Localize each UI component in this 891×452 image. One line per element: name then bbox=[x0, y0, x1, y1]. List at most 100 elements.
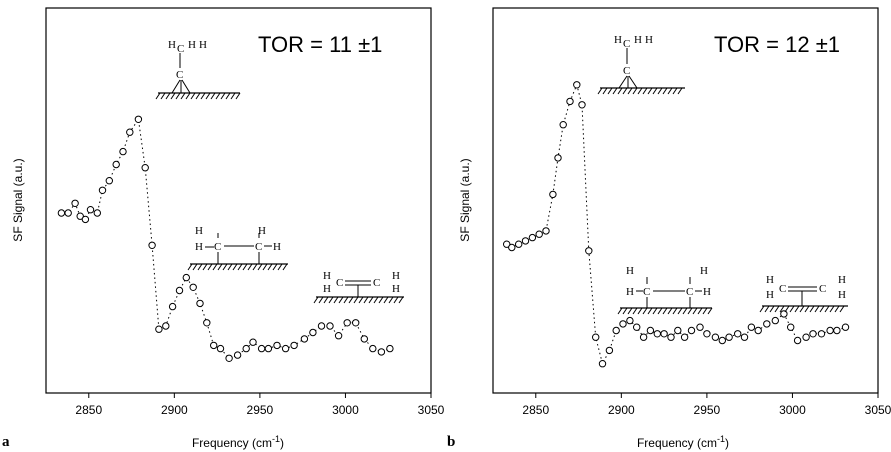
surface-hatch bbox=[202, 263, 208, 271]
data-point bbox=[566, 97, 574, 106]
surface-hatch bbox=[225, 92, 231, 100]
data-point bbox=[612, 326, 620, 335]
y-axis-label: SF Signal (a.u.) bbox=[458, 158, 472, 241]
surface-hatch bbox=[774, 305, 780, 313]
tor-annotation: TOR = 11 ±1 bbox=[258, 32, 382, 57]
surface-hatch bbox=[662, 307, 668, 315]
surface-hatch bbox=[672, 87, 678, 95]
x-ticks: 2850 2900 2950 3000 3050 bbox=[522, 393, 891, 417]
surface-hatch bbox=[247, 263, 253, 271]
data-point bbox=[508, 243, 516, 252]
data-point bbox=[573, 81, 581, 89]
surface-hatch bbox=[667, 87, 673, 95]
surface-hatch bbox=[323, 296, 329, 304]
surface-hatch bbox=[165, 92, 171, 100]
surface-hatch bbox=[235, 92, 241, 100]
data-point bbox=[210, 341, 218, 350]
data-point bbox=[126, 128, 134, 136]
svg-text:C: C bbox=[214, 241, 221, 253]
surface-hatch bbox=[794, 305, 800, 313]
data-point bbox=[559, 121, 567, 129]
surface-hatch bbox=[627, 87, 633, 95]
surface-hatch bbox=[185, 92, 191, 100]
data-series bbox=[503, 81, 850, 368]
data-point bbox=[833, 326, 841, 335]
surface-hatch bbox=[195, 92, 201, 100]
svg-text:H: H bbox=[323, 283, 331, 295]
surface-hatch bbox=[804, 305, 810, 313]
panel-b: b TOR = 12 ±1 SF Signal (a.u.) Frequency… bbox=[447, 7, 891, 450]
data-point bbox=[242, 344, 250, 353]
data-point bbox=[309, 328, 317, 337]
surface-hatch bbox=[170, 92, 176, 100]
data-point bbox=[377, 348, 386, 356]
svg-text:H: H bbox=[323, 270, 331, 282]
data-point bbox=[626, 316, 634, 325]
surface-hatch bbox=[667, 307, 673, 315]
surface-hatch bbox=[632, 87, 638, 95]
surface-hatch bbox=[210, 92, 216, 100]
svg-text:H: H bbox=[645, 34, 653, 46]
data-point bbox=[633, 323, 641, 331]
surface-hatch bbox=[252, 263, 258, 271]
data-point bbox=[352, 319, 360, 327]
data-point bbox=[585, 247, 593, 255]
series-connector-line bbox=[61, 117, 391, 359]
surface-hatch bbox=[187, 263, 193, 271]
data-point bbox=[81, 215, 90, 224]
data-point bbox=[646, 326, 655, 335]
data-point bbox=[175, 286, 184, 295]
surface-hatch bbox=[155, 92, 161, 100]
data-point bbox=[112, 160, 120, 169]
surface-hatch bbox=[368, 296, 374, 304]
surface-hatch bbox=[677, 87, 683, 95]
surface-hatch bbox=[267, 263, 273, 271]
x-tick-label: 2900 bbox=[161, 403, 188, 417]
panel-label: b bbox=[447, 434, 455, 450]
panel-a: a TOR = 11 ±1 SF Signal (a.u.) Frequency… bbox=[2, 7, 445, 450]
surface-hatch bbox=[834, 305, 840, 313]
svg-text:H: H bbox=[766, 289, 774, 301]
surface-hatch bbox=[388, 296, 394, 304]
surface-hatch bbox=[207, 263, 213, 271]
surface-hatch bbox=[227, 263, 233, 271]
data-point bbox=[817, 330, 826, 338]
surface-hatch bbox=[192, 263, 198, 271]
data-point bbox=[182, 273, 191, 282]
surface-hatch bbox=[824, 305, 830, 313]
surface-hatch bbox=[637, 87, 643, 95]
data-point bbox=[549, 190, 557, 199]
data-point bbox=[826, 326, 834, 335]
surface-hatch bbox=[759, 305, 765, 313]
surface-hatch bbox=[338, 296, 344, 304]
plot-frame bbox=[492, 7, 879, 394]
data-point bbox=[660, 330, 668, 338]
surface-hatch bbox=[220, 92, 226, 100]
surface-hatch bbox=[784, 305, 790, 313]
surface-hatch bbox=[215, 92, 221, 100]
surface-hatch bbox=[237, 263, 243, 271]
svg-text:H: H bbox=[703, 286, 711, 298]
surface-hatch bbox=[607, 87, 613, 95]
svg-text:H: H bbox=[766, 274, 774, 286]
surface-hatch bbox=[809, 305, 815, 313]
data-point bbox=[264, 344, 273, 353]
surface-hatch bbox=[769, 305, 775, 313]
data-point bbox=[542, 227, 550, 235]
data-point bbox=[747, 323, 756, 331]
svg-text:H: H bbox=[392, 270, 400, 282]
svg-text:C: C bbox=[336, 277, 343, 289]
data-point bbox=[203, 319, 211, 327]
data-point bbox=[667, 333, 675, 341]
ethylidyne-structure-icon: H C H H C bbox=[597, 34, 685, 95]
surface-hatch bbox=[282, 263, 288, 271]
data-point bbox=[71, 199, 79, 208]
x-axis-label: Frequency (cm-1) bbox=[637, 434, 729, 450]
surface-hatch bbox=[383, 296, 389, 304]
data-point bbox=[780, 310, 788, 318]
data-point bbox=[155, 325, 163, 333]
data-point bbox=[639, 333, 648, 341]
svg-text:H: H bbox=[199, 39, 207, 51]
surface-hatch bbox=[190, 92, 196, 100]
surface-hatch bbox=[637, 307, 643, 315]
